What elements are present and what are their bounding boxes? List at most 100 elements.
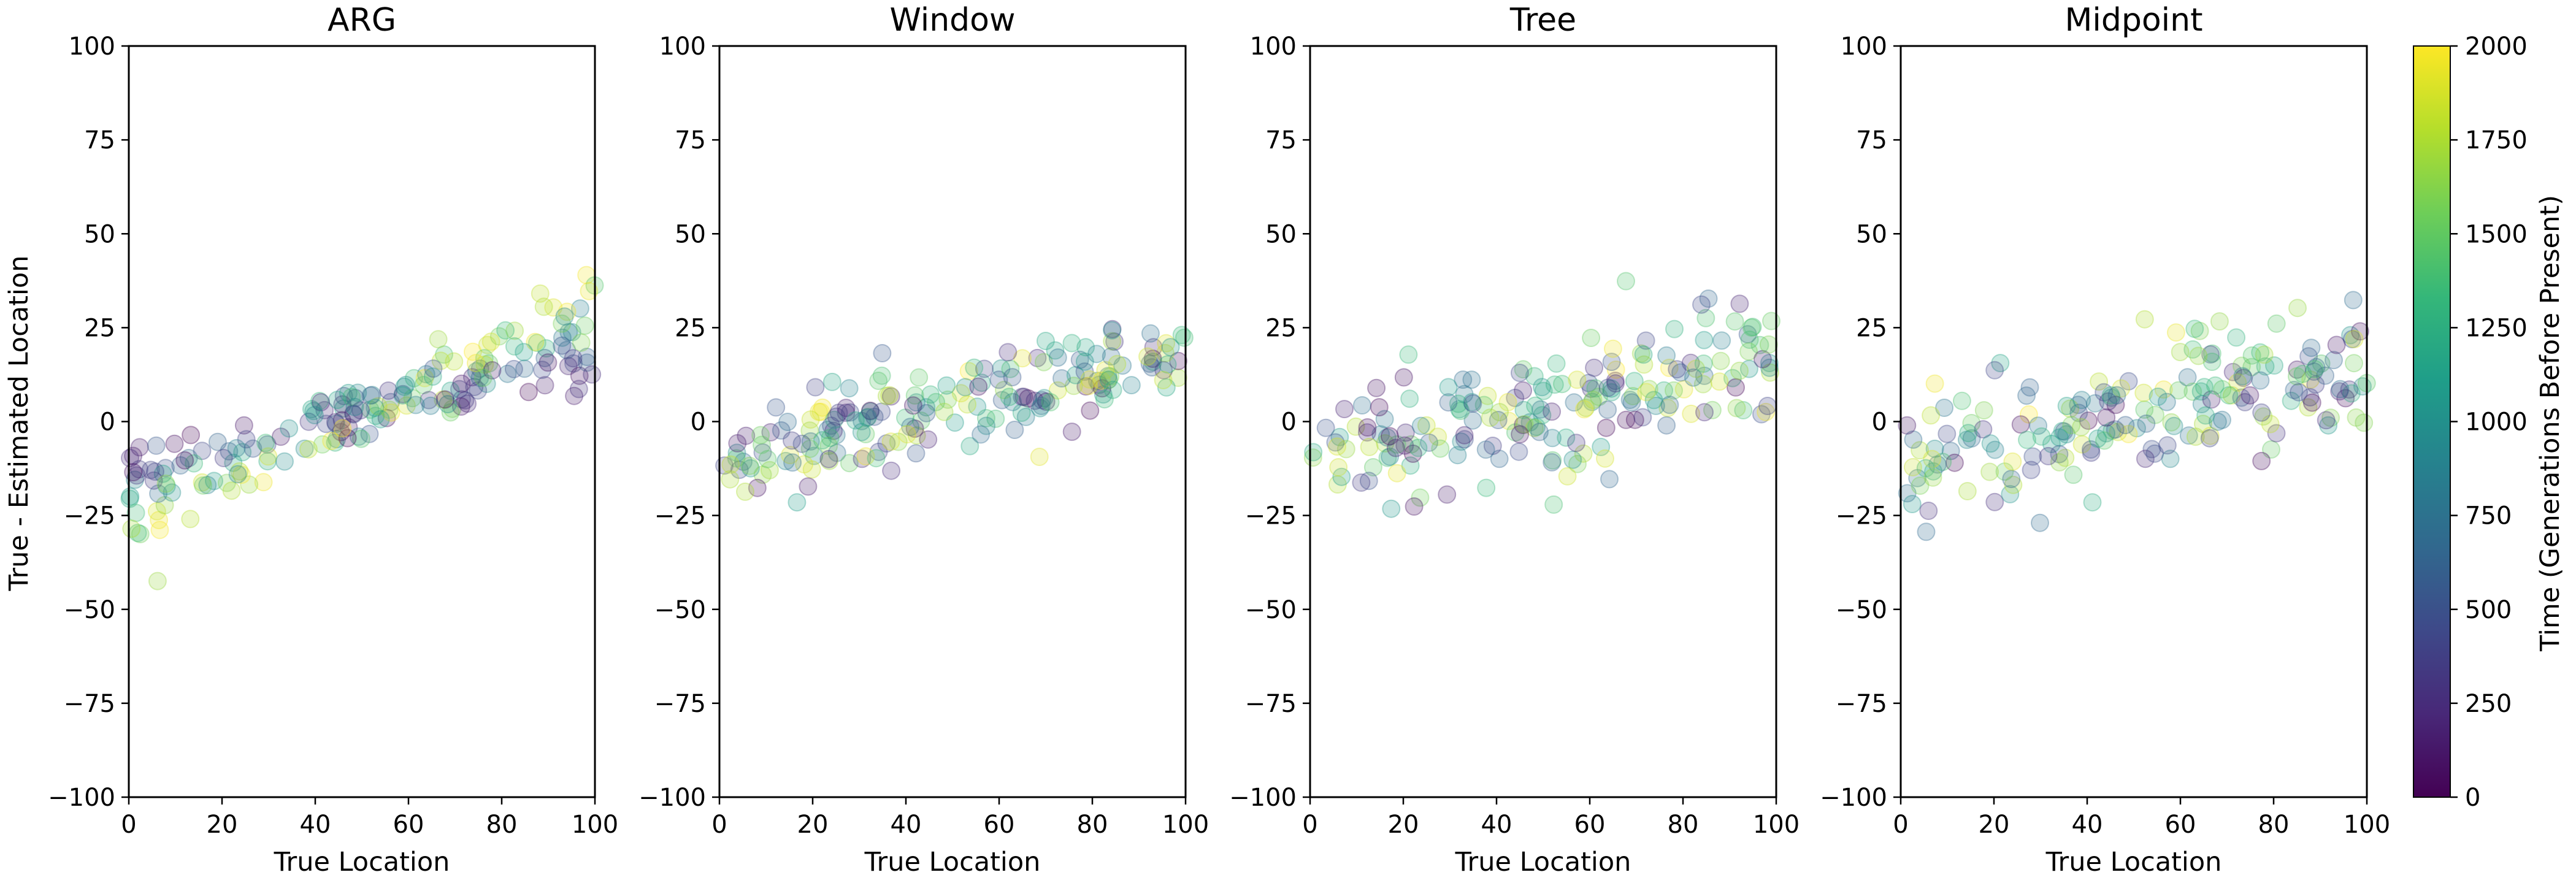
scatter-point xyxy=(2011,415,2030,434)
scatter-point xyxy=(802,460,821,479)
scatter-point xyxy=(1574,444,1593,463)
scatter-point xyxy=(254,473,273,492)
panel-arg: ARG True Location 100 75 50 25 0 −25 −50 −75 −10… xyxy=(48,2,618,877)
scatter-point xyxy=(856,447,875,466)
scatter-point xyxy=(1606,372,1625,390)
scatter-point xyxy=(799,477,818,496)
scatter-point xyxy=(907,426,926,445)
scatter-point xyxy=(2072,391,2091,410)
scatter-point xyxy=(150,511,169,530)
scatter-point xyxy=(441,381,460,400)
scatter-point xyxy=(230,462,249,481)
scatter-point xyxy=(1378,448,1397,467)
scatter-point xyxy=(505,337,524,356)
scatter-point xyxy=(171,456,190,475)
scatter-point xyxy=(1553,375,1571,394)
scatter-point xyxy=(1079,377,1098,396)
scatter-point xyxy=(869,372,888,390)
scatter-point xyxy=(569,380,588,399)
scatter-point xyxy=(1644,391,1663,410)
scatter-point xyxy=(182,426,201,445)
scatter-point xyxy=(1358,418,1377,437)
scatter-point xyxy=(2317,411,2336,430)
scatter-point xyxy=(345,397,364,416)
scatter-point xyxy=(1533,406,1552,425)
scatter-point xyxy=(1531,400,1550,419)
scatter-point xyxy=(305,406,324,424)
scatter-point xyxy=(2342,330,2361,349)
scatter-point xyxy=(553,314,572,333)
scatter-point xyxy=(583,365,602,384)
x-tick-label: 100 xyxy=(2344,811,2390,839)
scatter-point xyxy=(334,399,353,418)
scatter-point xyxy=(1925,374,1944,393)
scatter-point xyxy=(227,439,246,457)
scatter-point xyxy=(1980,462,1999,481)
scatter-point xyxy=(969,377,988,396)
scatter-point xyxy=(1328,437,1347,456)
scatter-point xyxy=(1514,416,1533,434)
scatter-point xyxy=(1041,393,1060,411)
scatter-point xyxy=(564,354,583,373)
scatter-point xyxy=(405,369,423,388)
scatter-point xyxy=(1438,485,1457,504)
scatter-point xyxy=(149,484,168,503)
scatter-point xyxy=(2227,328,2246,347)
scatter-point xyxy=(919,430,938,449)
scatter-point xyxy=(999,343,1018,362)
scatter-point xyxy=(795,455,814,474)
scatter-point xyxy=(360,424,379,443)
scatter-point xyxy=(861,401,880,420)
scatter-point xyxy=(1064,377,1083,396)
scatter-point xyxy=(1431,439,1450,458)
scatter-point xyxy=(1449,394,1468,413)
scatter-point xyxy=(856,425,875,443)
scatter-point xyxy=(1904,430,1923,449)
scatter-point xyxy=(1598,400,1617,419)
scatter-point xyxy=(911,411,930,430)
scatter-point xyxy=(2255,345,2274,364)
scatter-point xyxy=(2062,416,2081,435)
scatter-point xyxy=(1585,358,1604,377)
scatter-point xyxy=(361,400,380,419)
scatter-point xyxy=(1725,312,1744,331)
scatter-point xyxy=(1080,370,1099,389)
scatter-point xyxy=(1403,444,1422,463)
scatter-point xyxy=(2301,388,2320,407)
scatter-point xyxy=(1671,363,1690,382)
scatter-point xyxy=(841,403,860,422)
scatter-point xyxy=(1534,381,1553,400)
scatter-point xyxy=(515,343,534,362)
scatter-point xyxy=(331,422,350,442)
scatter-point xyxy=(2233,367,2252,386)
scatter-point xyxy=(2136,449,2155,468)
scatter-point xyxy=(1584,391,1603,410)
scatter-point xyxy=(534,297,553,316)
scatter-point xyxy=(450,380,469,399)
scatter-point xyxy=(481,332,500,351)
scatter-point xyxy=(344,405,363,424)
scatter-point xyxy=(2039,446,2058,465)
scatter-point xyxy=(205,472,223,491)
scatter-point xyxy=(1660,396,1679,415)
scatter-point xyxy=(818,421,837,440)
scatter-point xyxy=(1030,448,1049,466)
scatter-point xyxy=(2134,383,2153,402)
scatter-point xyxy=(2166,323,2185,342)
scatter-point xyxy=(1175,328,1194,347)
scatter-point xyxy=(1378,428,1397,447)
scatter-point xyxy=(1401,456,1420,475)
scatter-point xyxy=(1919,502,1938,520)
y-tick-label: −25 xyxy=(64,502,115,530)
scatter-point xyxy=(2242,346,2261,365)
scatter-point xyxy=(2195,378,2214,397)
scatter-point xyxy=(339,418,358,437)
scatter-point xyxy=(1098,371,1117,390)
scatter-point xyxy=(1981,434,2000,453)
scatter-point xyxy=(1547,354,1566,373)
scatter-point xyxy=(1329,458,1348,476)
scatter-point xyxy=(1568,370,1587,389)
scatter-point xyxy=(1898,416,1917,435)
scatter-point xyxy=(1420,433,1438,452)
scatter-point xyxy=(572,333,591,352)
